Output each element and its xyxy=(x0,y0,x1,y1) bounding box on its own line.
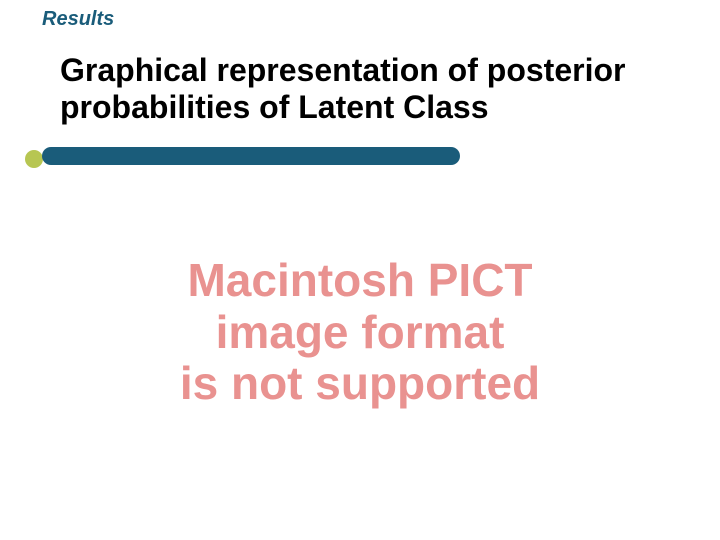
bullet-dot xyxy=(25,150,43,168)
image-error-message: Macintosh PICT image format is not suppo… xyxy=(0,255,720,410)
title-underline xyxy=(42,147,460,165)
error-line-1: Macintosh PICT xyxy=(187,254,532,306)
error-line-3: is not supported xyxy=(180,357,540,409)
error-line-2: image format xyxy=(216,306,505,358)
slide-title: Graphical representation of posterior pr… xyxy=(60,52,700,126)
section-label: Results xyxy=(42,8,114,31)
